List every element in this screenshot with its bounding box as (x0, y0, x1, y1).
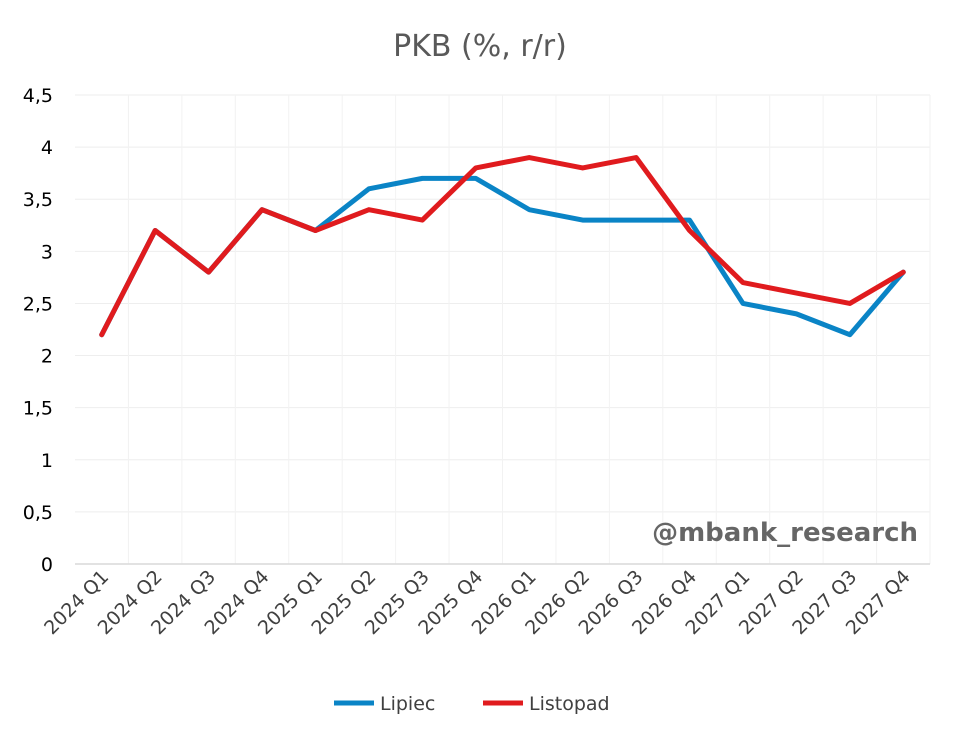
y-tick-label: 4 (41, 137, 53, 159)
y-tick-label: 2 (41, 346, 53, 368)
y-tick-label: 0 (41, 554, 53, 576)
y-tick-label: 4,5 (23, 85, 53, 107)
y-tick-label: 3,5 (23, 189, 53, 211)
series-line-listopad (99, 155, 906, 338)
y-tick-label: 1 (41, 450, 53, 472)
y-tick-label: 2,5 (23, 293, 53, 315)
chart-title: PKB (%, r/r) (393, 29, 567, 64)
y-tick-label: 0,5 (23, 502, 53, 524)
legend-label-listopad: Listopad (529, 693, 610, 715)
legend-label-lipiec: Lipiec (380, 693, 435, 715)
y-tick-label: 1,5 (23, 398, 53, 420)
watermark-annotation: @mbank_research (652, 518, 918, 548)
y-tick-label: 3 (41, 241, 53, 263)
